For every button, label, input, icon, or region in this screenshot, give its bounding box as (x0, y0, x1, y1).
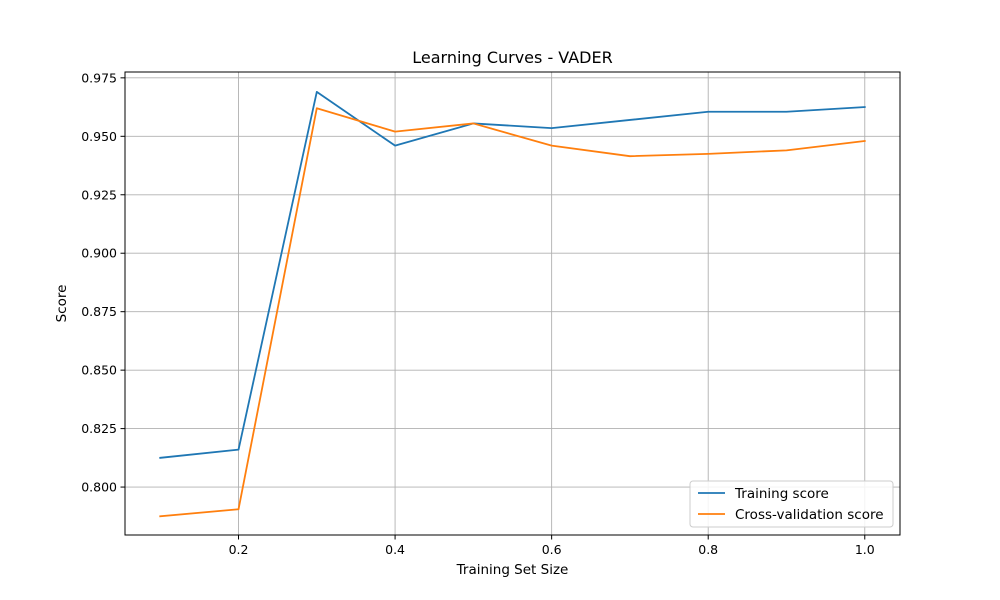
y-tick-label: 0.950 (81, 129, 117, 144)
y-tick-label: 0.875 (81, 304, 117, 319)
y-tick-label: 0.825 (81, 421, 117, 436)
x-tick-label: 0.2 (229, 542, 249, 557)
plot-frame (124, 71, 901, 536)
axis-ticks: 0.2 0.4 0.6 0.8 1.0 0.800 0.825 0.850 0.875 0.900… (81, 70, 875, 557)
x-tick-label: 0.6 (542, 542, 562, 557)
y-tick-label: 0.900 (81, 246, 117, 261)
y-tick-label: 0.850 (81, 363, 117, 378)
training-score-line (159, 90, 866, 459)
chart-title: Learning Curves - VADER (412, 48, 612, 67)
x-axis-label: Training Set Size (456, 562, 569, 578)
legend-box (689, 480, 894, 528)
cross-validation-score-line (159, 107, 866, 518)
y-tick-label: 0.925 (81, 187, 117, 202)
legend-label-cross-validation: Cross-validation score (735, 507, 884, 523)
y-tick-label: 0.800 (81, 480, 117, 495)
legend: Training score Cross-validation score (689, 480, 894, 528)
series-lines (159, 90, 866, 518)
y-axis-label: Score (54, 285, 70, 323)
y-tick-label: 0.975 (81, 70, 117, 85)
x-tick-label: 0.8 (698, 542, 718, 557)
grid (125, 72, 900, 535)
x-tick-label: 1.0 (855, 542, 875, 557)
legend-label-training: Training score (734, 486, 829, 502)
x-tick-label: 0.4 (385, 542, 405, 557)
